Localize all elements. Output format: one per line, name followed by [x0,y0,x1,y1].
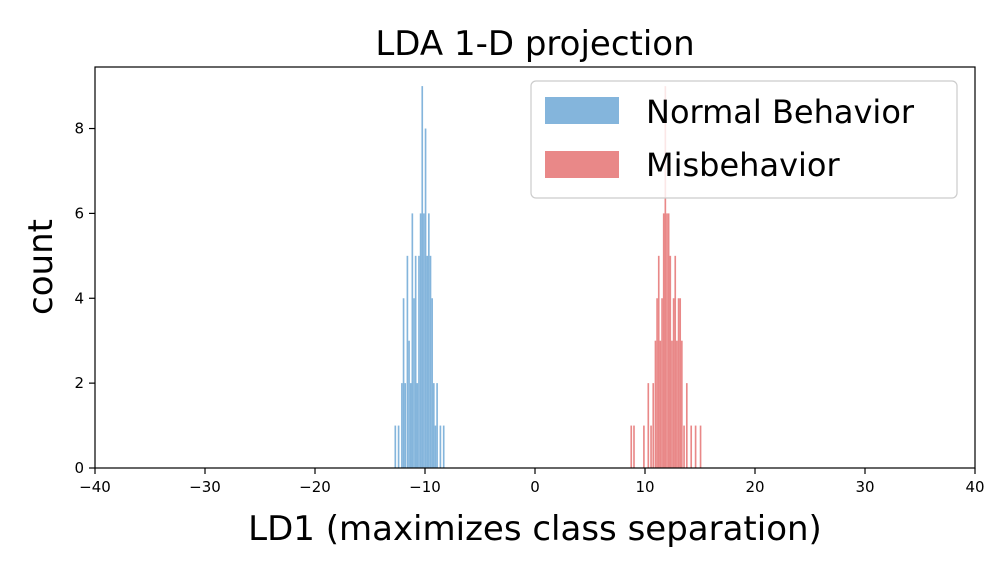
bar-misbehavior-10 [661,298,663,468]
bar-misbehavior-11 [662,213,665,468]
bar-normal-behavior-9 [413,298,415,468]
x-axis-label: LD1 (maximizes class separation) [248,509,822,549]
bar-normal-behavior-19 [429,255,432,468]
bar-misbehavior-22 [681,340,683,468]
bar-normal-behavior-5 [406,255,409,468]
bar-normal-behavior-14 [421,86,424,468]
legend-swatch-normal-behavior [545,97,619,124]
bar-misbehavior-17 [672,298,675,468]
x-tick-label: 20 [745,478,764,496]
bar-misbehavior-12 [664,86,667,468]
bar-misbehavior-20 [677,298,680,468]
bar-normal-behavior-8 [411,213,414,468]
bar-normal-behavior-1 [397,425,400,468]
y-tick-label: 6 [74,204,84,222]
bar-misbehavior-6 [654,340,657,468]
legend-frame [530,80,958,199]
bar-misbehavior-9 [659,340,662,468]
bar-misbehavior-2 [643,425,645,468]
y-tick-label: 0 [74,459,84,477]
x-axis-ticks: −40 −30 −20 −10 0 10 20 30 40 [79,468,985,496]
bar-normal-behavior-25 [442,425,445,468]
bar-normal-behavior-23 [436,383,438,468]
bar-misbehavior-19 [676,340,678,468]
bar-normal-behavior-15 [423,213,425,468]
bar-normal-behavior-6 [408,340,410,468]
x-tick-label: −10 [409,478,441,496]
legend-label-misbehavior: Misbehavior [646,146,840,184]
bar-normal-behavior-16 [424,128,427,468]
bar-misbehavior-5 [652,383,655,468]
bar-misbehavior-16 [671,340,673,468]
bar-misbehavior-3 [647,383,650,468]
x-tick-label: −30 [189,478,221,496]
bar-normal-behavior-13 [419,213,422,468]
bar-normal-behavior-3 [402,298,405,468]
bar-normal-behavior-21 [432,383,435,468]
bar-normal-behavior-4 [404,383,407,468]
y-tick-label: 4 [74,289,84,307]
x-tick-label: 30 [855,478,874,496]
bar-misbehavior-1 [633,425,635,468]
x-tick-label: −20 [299,478,331,496]
bar-misbehavior-7 [656,298,658,468]
bar-normal-behavior-12 [418,255,420,468]
bar-normal-behavior-24 [439,425,442,468]
bar-normal-behavior-22 [434,425,437,468]
bar-misbehavior-14 [667,213,670,468]
bar-misbehavior-15 [669,255,672,468]
bar-normal-behavior-11 [416,383,419,468]
x-tick-label: 10 [635,478,654,496]
y-axis-label: count [21,219,61,315]
x-tick-label: −40 [79,478,111,496]
bar-misbehavior-18 [674,255,677,468]
y-tick-label: 2 [74,374,84,392]
bar-normal-behavior-10 [414,255,417,468]
legend-label-normal-behavior: Normal Behavior [646,93,915,131]
bar-misbehavior-13 [666,213,668,468]
y-axis-ticks: 0 2 4 6 8 [74,120,95,477]
bar-normal-behavior-0 [394,425,397,468]
bar-misbehavior-21 [679,298,682,468]
bar-normal-behavior-18 [428,213,430,468]
bar-misbehavior-8 [657,255,660,468]
legend: Normal Behavior Misbehavior [530,80,958,199]
bar-misbehavior-4 [650,425,652,468]
chart-title: LDA 1-D projection [375,24,694,64]
bar-misbehavior-26 [694,425,697,468]
x-tick-label: 40 [965,478,984,496]
bar-misbehavior-0 [630,425,633,468]
bar-misbehavior-25 [690,425,693,468]
legend-swatch-misbehavior [545,151,619,178]
bars-group [394,86,702,468]
bar-normal-behavior-17 [426,255,429,468]
x-tick-label: 0 [530,478,540,496]
bar-normal-behavior-7 [409,383,412,468]
bar-normal-behavior-20 [431,298,433,468]
y-tick-label: 8 [74,120,84,138]
bar-misbehavior-23 [683,425,685,468]
bar-normal-behavior-2 [401,383,403,468]
bar-misbehavior-27 [699,425,702,468]
bar-misbehavior-24 [685,383,688,468]
